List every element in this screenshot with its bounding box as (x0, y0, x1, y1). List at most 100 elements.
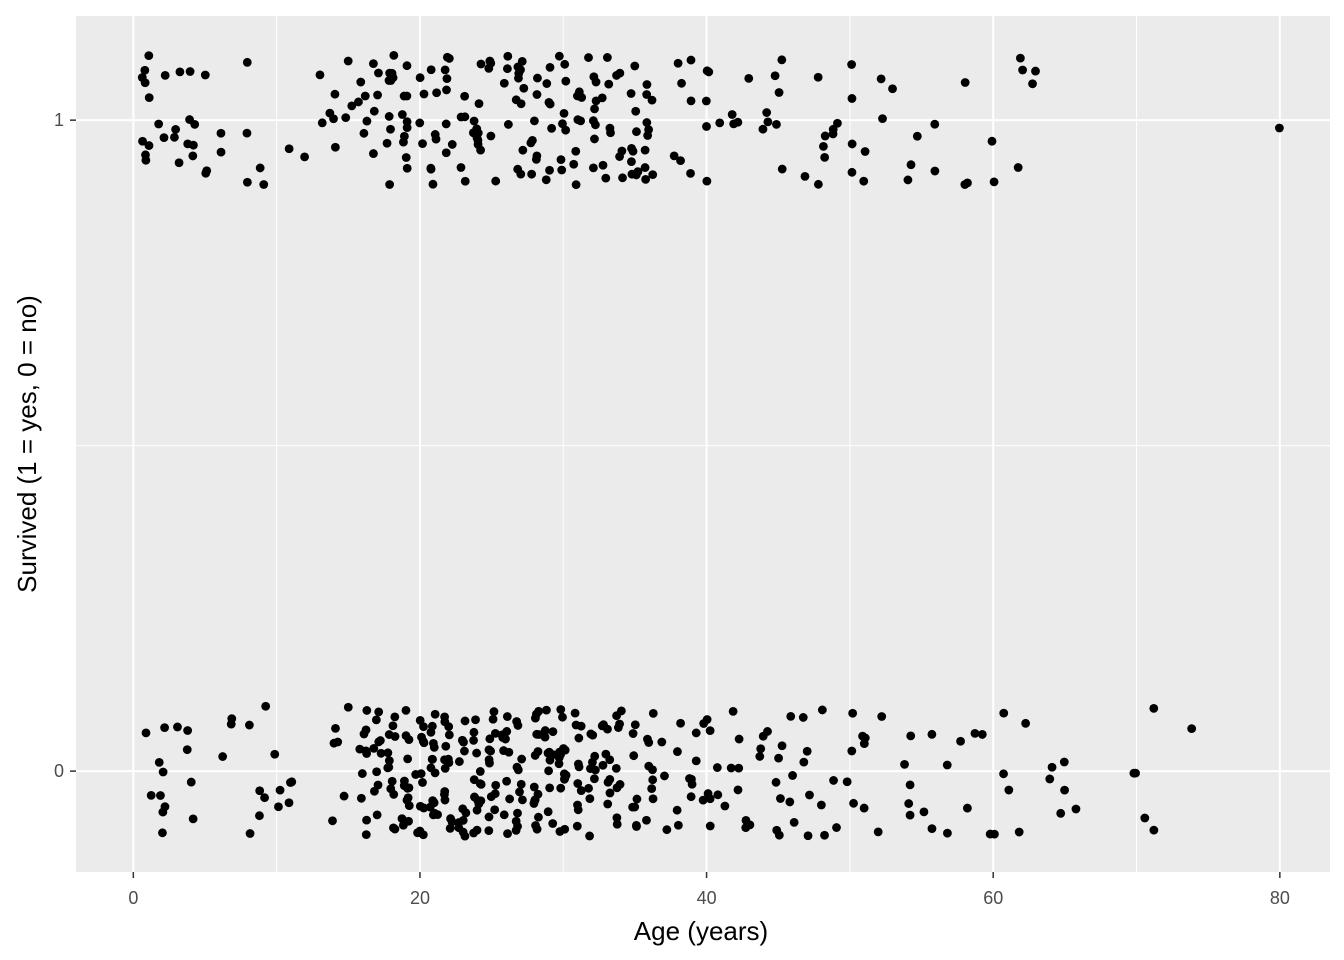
point-survived (813, 179, 823, 189)
point-died (515, 787, 524, 797)
point-survived (402, 123, 412, 133)
plot-panel (76, 16, 1330, 872)
point-survived (541, 175, 551, 185)
point-died (362, 815, 371, 825)
point-survived (399, 137, 408, 147)
point-survived (401, 153, 411, 162)
point-died (339, 791, 349, 801)
point-died (513, 765, 523, 775)
point-died (799, 757, 809, 767)
point-died (905, 780, 915, 790)
point-survived (441, 148, 451, 158)
point-died (990, 829, 999, 839)
point-survived (460, 91, 470, 101)
point-survived (1274, 123, 1284, 133)
point-survived (386, 124, 395, 134)
point-died (529, 782, 539, 792)
point-survived (138, 136, 147, 146)
point-survived (491, 176, 501, 186)
point-died (705, 726, 715, 736)
point-died (415, 826, 425, 836)
point-died (182, 745, 192, 755)
point-died (160, 802, 170, 812)
x-tick-label: 80 (1270, 888, 1290, 908)
point-died (771, 777, 781, 787)
point-survived (175, 67, 185, 77)
point-died (484, 812, 494, 822)
point-survived (503, 120, 513, 129)
point-survived (547, 123, 556, 133)
point-survived (426, 65, 436, 75)
point-died (532, 709, 541, 719)
point-survived (644, 125, 653, 135)
point-survived (987, 136, 997, 146)
point-survived (315, 70, 325, 80)
point-survived (763, 117, 773, 127)
point-died (676, 718, 685, 728)
point-died (603, 777, 613, 787)
point-survived (676, 156, 685, 166)
point-died (713, 790, 723, 800)
point-died (859, 803, 869, 813)
point-died (469, 727, 479, 737)
point-died (829, 776, 838, 785)
point-died (433, 810, 442, 820)
point-died (576, 786, 586, 795)
point-died (484, 745, 494, 755)
point-died (561, 770, 571, 780)
point-survived (385, 180, 395, 189)
point-died (900, 760, 909, 769)
point-survived (284, 144, 294, 154)
point-survived (442, 85, 451, 95)
point-died (817, 705, 827, 715)
point-survived (432, 88, 442, 98)
point-survived (800, 171, 810, 181)
point-survived (242, 57, 252, 67)
point-died (484, 826, 494, 836)
point-survived (903, 175, 913, 185)
point-died (473, 796, 483, 805)
point-died (943, 828, 952, 838)
point-died (255, 811, 264, 821)
point-survived (906, 160, 916, 170)
point-survived (669, 151, 679, 161)
point-died (440, 755, 449, 765)
point-survived (362, 116, 372, 126)
point-survived (513, 62, 523, 72)
point-survived (774, 88, 784, 97)
x-tick-label: 20 (410, 888, 430, 908)
point-died (472, 805, 482, 815)
point-died (601, 749, 611, 759)
point-survived (819, 141, 828, 151)
x-tick-label: 40 (697, 888, 717, 908)
point-survived (369, 106, 379, 116)
point-survived (474, 99, 484, 109)
point-survived (170, 132, 179, 142)
point-died (720, 801, 730, 811)
point-survived (1015, 53, 1025, 63)
point-died (672, 805, 682, 815)
point-died (599, 720, 608, 730)
point-died (848, 708, 858, 718)
point-died (415, 716, 425, 725)
point-survived (758, 124, 768, 134)
point-survived (389, 51, 399, 60)
point-died (573, 759, 583, 769)
point-survived (701, 96, 711, 106)
point-survived (860, 147, 870, 156)
point-died (362, 706, 372, 715)
point-survived (640, 145, 650, 155)
point-survived (876, 74, 886, 84)
point-survived (469, 116, 479, 126)
point-died (502, 712, 512, 721)
point-died (1149, 825, 1159, 835)
point-died (1056, 808, 1066, 818)
point-survived (369, 59, 378, 69)
point-died (417, 732, 426, 742)
point-survived (519, 83, 529, 93)
point-died (503, 829, 512, 839)
point-died (999, 708, 1009, 718)
point-survived (615, 68, 625, 78)
point-died (612, 783, 622, 793)
